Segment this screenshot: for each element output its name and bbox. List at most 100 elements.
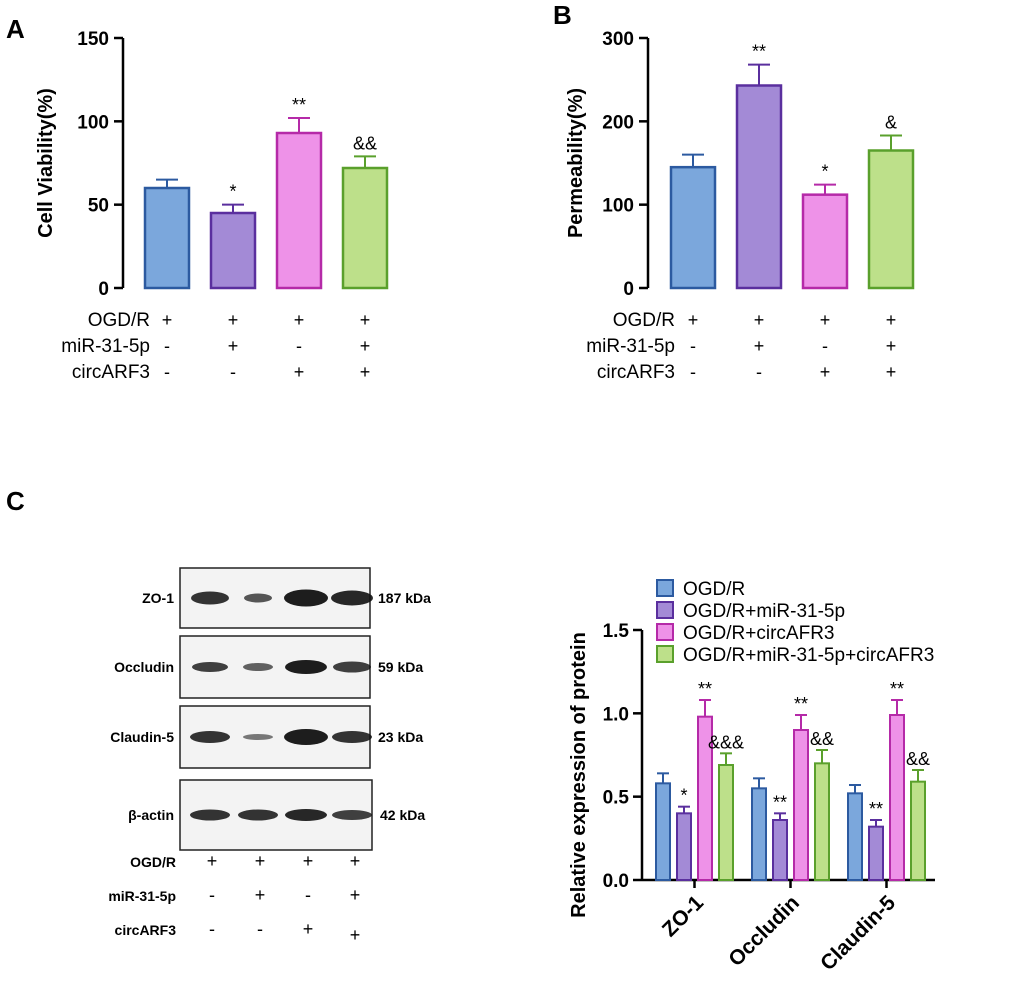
condition-sign: +: [294, 310, 305, 330]
significance-label: **: [869, 799, 883, 819]
condition-sign: -: [690, 336, 696, 356]
bar: [889, 714, 905, 881]
condition-sign: +: [162, 310, 173, 330]
condition-sign: +: [754, 336, 765, 356]
significance-label: &: [885, 113, 897, 133]
y-tick-label: 0.5: [603, 788, 630, 809]
condition-label: miR-31-5p: [586, 336, 675, 357]
blot-kda-label: 23 kDa: [378, 729, 423, 745]
significance-label: *: [680, 786, 687, 806]
bar: [793, 729, 809, 881]
bar: [669, 165, 717, 290]
bar: [697, 715, 713, 882]
bar: [718, 764, 734, 881]
blot-band: [190, 809, 230, 821]
x-tick-label: Claudin-5: [816, 891, 900, 975]
legend-label: OGD/R: [683, 579, 745, 600]
y-tick-label: 0: [98, 279, 109, 300]
bar: [910, 780, 926, 882]
legend-swatch: [656, 623, 674, 641]
blot-condition-sign: +: [350, 851, 361, 871]
significance-label: **: [890, 679, 904, 699]
condition-label: OGD/R: [613, 310, 675, 331]
condition-sign: -: [822, 336, 828, 356]
blot-condition-sign: +: [350, 885, 361, 905]
condition-label: circARF3: [72, 362, 150, 383]
blot-condition-sign: +: [303, 919, 314, 939]
blot-band: [192, 662, 228, 672]
significance-label: **: [773, 792, 787, 812]
condition-sign: +: [820, 310, 831, 330]
bar: [275, 131, 323, 290]
significance-label: *: [821, 162, 828, 182]
bar: [143, 186, 191, 290]
bar: [209, 211, 257, 290]
significance-label: **: [292, 95, 306, 115]
condition-sign: +: [886, 362, 897, 382]
y-axis-label: Cell Viability(%): [35, 88, 57, 238]
significance-label: **: [698, 679, 712, 699]
condition-label: OGD/R: [88, 310, 150, 331]
y-tick-label: 1.0: [603, 704, 629, 725]
blot-kda-label: 42 kDa: [380, 807, 425, 823]
bar: [751, 787, 767, 881]
blot-condition-sign: -: [209, 919, 215, 939]
significance-label: **: [752, 42, 766, 62]
blot-band: [191, 591, 229, 605]
bar: [867, 149, 915, 290]
blot-protein-label: Occludin: [114, 659, 174, 675]
y-tick-label: 0.0: [603, 871, 629, 892]
condition-sign: -: [296, 336, 302, 356]
blot-condition-label: miR-31-5p: [108, 888, 176, 904]
blot-band: [331, 590, 373, 606]
legend-swatch: [656, 579, 674, 597]
condition-sign: -: [230, 362, 236, 382]
blot-condition-sign: -: [305, 885, 311, 905]
blot-condition-sign: +: [255, 851, 266, 871]
blot-condition-sign: -: [257, 919, 263, 939]
condition-sign: +: [820, 362, 831, 382]
blot-condition-sign: -: [209, 885, 215, 905]
condition-sign: +: [886, 336, 897, 356]
x-tick-label: ZO-1: [658, 891, 708, 941]
condition-sign: +: [688, 310, 699, 330]
legend-label: OGD/R+miR-31-5p+circAFR3: [683, 645, 934, 666]
y-axis-label: Relative expression of protein: [568, 632, 590, 918]
bar: [676, 812, 692, 881]
blot-band: [238, 809, 278, 821]
legend-label: OGD/R+circAFR3: [683, 623, 835, 644]
condition-sign: +: [360, 336, 371, 356]
bar: [772, 819, 788, 881]
blot-protein-label: Claudin-5: [110, 729, 174, 745]
blot-band: [243, 663, 273, 671]
blot-band: [332, 810, 372, 820]
condition-sign: -: [756, 362, 762, 382]
blot-condition-sign: +: [350, 925, 361, 945]
significance-label: *: [229, 182, 236, 202]
blot-band: [285, 809, 327, 821]
blot-band: [284, 729, 328, 745]
y-tick-label: 300: [602, 29, 634, 50]
bar: [814, 762, 830, 881]
legend-label: OGD/R+miR-31-5p: [683, 601, 845, 622]
blot-kda-label: 187 kDa: [378, 590, 431, 606]
y-tick-label: 200: [602, 112, 634, 133]
condition-sign: +: [360, 310, 371, 330]
panel-letter-C: C: [6, 486, 25, 516]
condition-sign: +: [228, 336, 239, 356]
blot-band: [285, 660, 327, 674]
blot-band: [243, 734, 273, 740]
condition-label: miR-31-5p: [61, 336, 150, 357]
y-tick-label: 50: [88, 196, 109, 217]
panel-letter-B: B: [553, 0, 572, 30]
condition-sign: +: [754, 310, 765, 330]
bar: [847, 792, 863, 881]
x-tick-label: Occludin: [724, 891, 804, 971]
blot-condition-sign: +: [303, 851, 314, 871]
y-tick-label: 100: [77, 112, 109, 133]
condition-label: circARF3: [597, 362, 675, 383]
y-axis-label: Permeability(%): [565, 88, 587, 238]
blot-band: [284, 589, 328, 607]
blot-protein-label: ZO-1: [142, 590, 174, 606]
significance-label: &&: [810, 729, 834, 749]
